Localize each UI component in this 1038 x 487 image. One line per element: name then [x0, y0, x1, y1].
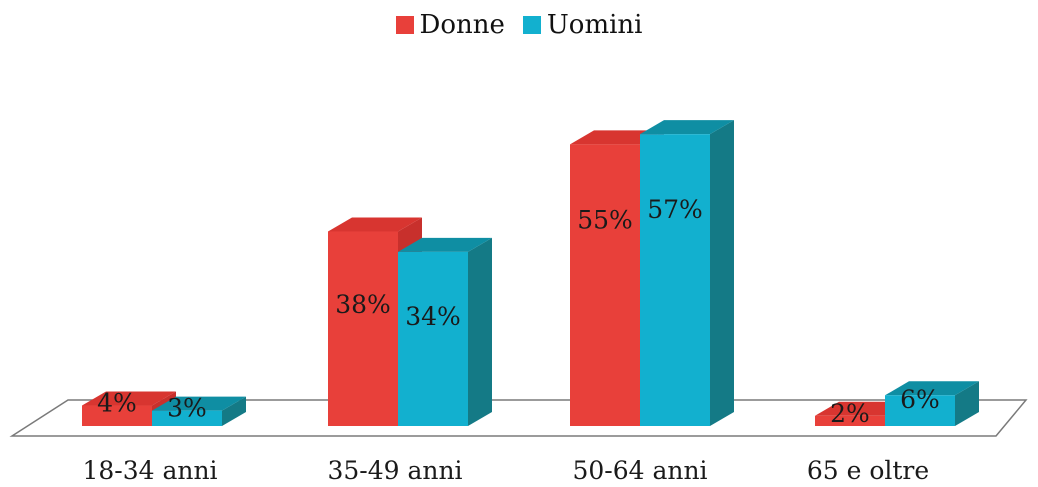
bar-front-face [570, 144, 640, 426]
data-label-donne-1: 4% [97, 389, 137, 418]
legend-item-donne: Donne [395, 10, 505, 40]
x-tick-label-4: 65 e oltre [807, 456, 929, 485]
bar-uomini-4 [885, 381, 979, 426]
bar-top-face [82, 391, 176, 406]
chart-floor [9, 399, 1028, 437]
bar-top-face [570, 130, 664, 145]
legend-swatch-uomini [522, 16, 541, 34]
bar-donne-1 [82, 391, 176, 426]
bar-front-face [82, 405, 152, 426]
bar-top-face [815, 401, 909, 416]
legend-label-uomini: Uomini [546, 10, 643, 40]
data-label-uomini-4: 6% [900, 385, 940, 414]
bar-side-face [468, 237, 492, 426]
bar-side-face [955, 381, 979, 426]
bar-side-face [152, 391, 176, 426]
x-tick-label-3: 50-64 anni [572, 456, 707, 485]
bar-front-face [328, 231, 398, 426]
legend: Donne Uomini [0, 10, 1038, 40]
bar-top-face [152, 396, 246, 411]
bar-uomini-3 [640, 120, 734, 426]
bar-top-face [640, 120, 734, 135]
x-tick-label-2: 35-49 anni [327, 456, 462, 485]
bar-top-face [885, 381, 979, 396]
data-label-donne-3: 55% [577, 205, 633, 234]
bar-side-face [710, 120, 734, 426]
chart-x-tick-labels: 18-34 anni 35-49 anni 50-64 anni 65 e oltre [82, 456, 929, 485]
bar-top-face [328, 217, 422, 232]
bar-side-face [640, 130, 664, 426]
bar-top-face [398, 237, 492, 252]
bar-uomini-2 [398, 237, 492, 426]
bar-donne-4 [815, 401, 909, 426]
chart-floor-plane [9, 399, 1028, 437]
bar-front-face [640, 134, 710, 426]
bar-side-face [398, 217, 422, 426]
data-label-uomini-3: 57% [647, 195, 703, 224]
legend-label-donne: Donne [419, 10, 505, 40]
legend-swatch-donne [395, 16, 414, 34]
bar-front-face [815, 415, 885, 426]
bar-uomini-1 [152, 396, 246, 426]
bar-front-face [398, 251, 468, 426]
chart-data-labels: 4% 3% 38% 34% 55% 57% 2% 6% [97, 195, 940, 428]
data-label-donne-2: 38% [335, 290, 391, 319]
data-label-uomini-2: 34% [405, 302, 461, 331]
data-label-donne-4: 2% [830, 399, 870, 428]
bar-front-face [885, 395, 955, 426]
x-tick-label-1: 18-34 anni [82, 456, 217, 485]
bar-side-face [885, 401, 909, 426]
bar-side-face [222, 396, 246, 426]
chart-bars [82, 120, 979, 426]
bar-front-face [152, 410, 222, 426]
bar-donne-2 [328, 217, 422, 426]
data-label-uomini-1: 3% [167, 394, 207, 423]
legend-item-uomini: Uomini [522, 10, 643, 40]
bar-donne-3 [570, 130, 664, 426]
